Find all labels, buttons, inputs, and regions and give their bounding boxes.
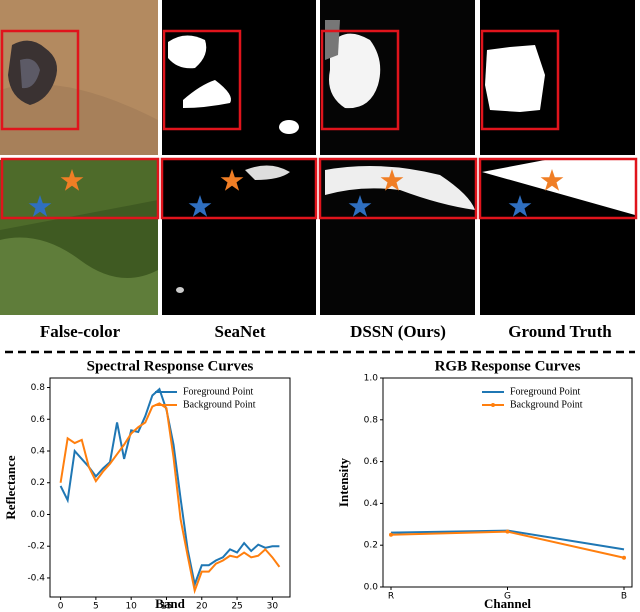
point <box>389 532 393 537</box>
y-tick-label: 0.8 <box>31 383 46 393</box>
y-tick-label: 0.4 <box>364 499 379 509</box>
y-tick-label: 0.4 <box>31 447 46 457</box>
legend-label: Background Point <box>510 399 583 410</box>
y-axis-label: Intensity <box>336 457 351 507</box>
panel-label: DSSN (Ours) <box>350 322 446 341</box>
y-tick-label: 0.0 <box>364 583 379 593</box>
x-tick-label: R <box>388 592 394 602</box>
panel-label: False-color <box>40 322 121 341</box>
series-line <box>59 402 281 595</box>
x-tick-label: 5 <box>93 602 99 612</box>
false-color-images <box>0 0 158 315</box>
y-tick-label: -0.2 <box>27 542 45 552</box>
y-tick-label: 0.6 <box>364 457 379 467</box>
x-tick-label: B <box>621 592 627 602</box>
legend-label: Background Point <box>183 399 256 410</box>
x-tick-label: 0 <box>58 602 64 612</box>
chart-title: Spectral Response Curves <box>87 358 254 374</box>
x-tick-label: 30 <box>267 602 279 612</box>
x-tick-label: 20 <box>196 602 208 612</box>
legend-label: Foreground Point <box>183 386 254 397</box>
point <box>622 555 626 560</box>
legend-marker <box>491 403 495 407</box>
panel-label: SeaNet <box>215 322 266 341</box>
y-tick-label: 0.2 <box>364 541 378 551</box>
x-axis-label: Band <box>155 596 185 611</box>
legend-label: Foreground Point <box>510 386 581 397</box>
y-tick-label: 0.0 <box>31 510 46 520</box>
x-tick-label: G <box>504 592 511 602</box>
plot-frame <box>382 377 633 588</box>
y-tick-label: 1.0 <box>364 374 379 384</box>
plot-frame <box>49 377 291 598</box>
y-tick-label: 0.2 <box>31 478 45 488</box>
x-axis-label: Channel <box>484 596 531 611</box>
y-tick-label: -0.4 <box>27 573 45 583</box>
highlight-boxes <box>0 29 638 220</box>
x-tick-label: 15 <box>161 602 172 612</box>
x-tick-label: 25 <box>231 602 242 612</box>
panel-label: Ground Truth <box>508 322 612 341</box>
y-tick-label: 0.6 <box>31 415 46 425</box>
chart-title: RGB Response Curves <box>435 358 581 374</box>
y-tick-label: 0.8 <box>364 415 379 425</box>
point <box>505 529 510 534</box>
x-tick-label: 10 <box>125 602 137 612</box>
y-axis-label: Reflectance <box>3 455 18 519</box>
